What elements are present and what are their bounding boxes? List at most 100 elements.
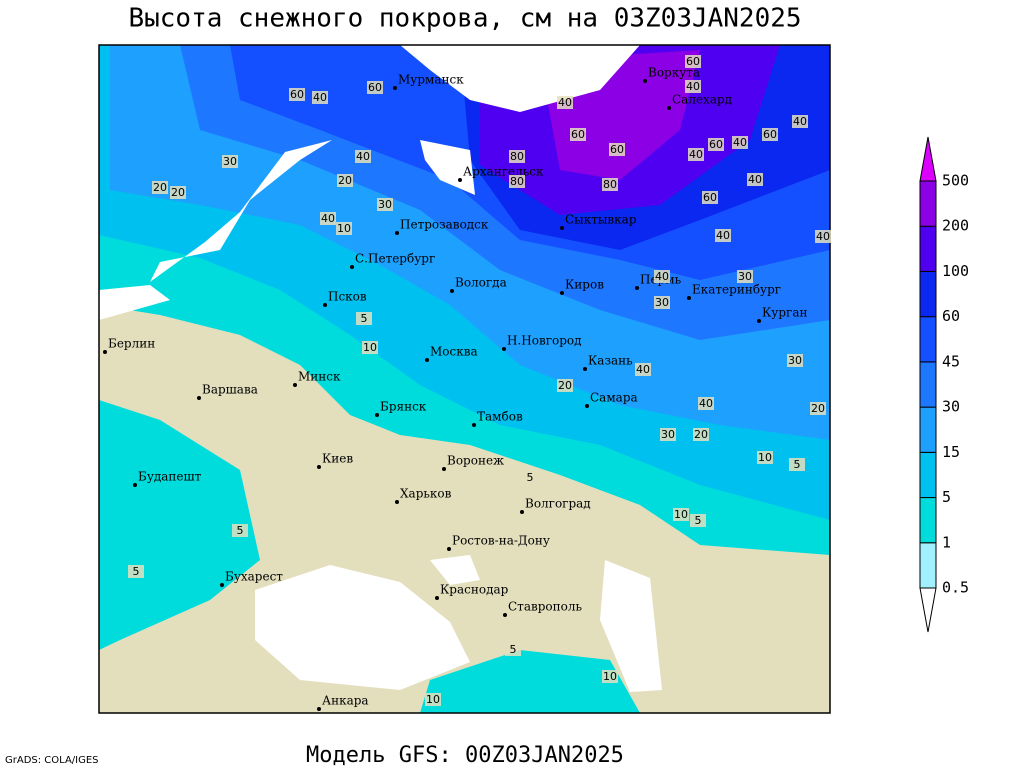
city-label: Н.Новгород	[507, 334, 582, 348]
colorbar-label: 500	[942, 172, 969, 190]
contour-label-box	[337, 174, 353, 187]
city-dot	[220, 583, 224, 587]
contour-label-box	[362, 341, 378, 354]
city-dot	[503, 613, 507, 617]
contour-label-box	[787, 354, 803, 367]
contour-label-box	[702, 191, 718, 204]
contour-label: 30	[655, 296, 669, 309]
city-dot	[317, 465, 321, 469]
city-label: Петрозаводск	[400, 218, 489, 232]
city-dot	[197, 396, 201, 400]
city-dot	[560, 291, 564, 295]
credit: GrADS: COLA/IGES	[5, 755, 99, 766]
contour-label: 80	[510, 175, 524, 188]
city-dot	[583, 367, 587, 371]
contour-label: 5	[527, 471, 534, 484]
city-dot	[393, 86, 397, 90]
city-dot	[395, 231, 399, 235]
city-dot	[442, 467, 446, 471]
city-dot	[350, 265, 354, 269]
colorbar-label: 15	[942, 443, 960, 461]
contour-label-box	[732, 136, 748, 149]
city-label: Бухарест	[225, 570, 283, 584]
contour-label: 10	[426, 693, 440, 706]
contour-label-box	[522, 471, 538, 484]
city-label: Брянск	[380, 400, 427, 414]
contour-label: 60	[763, 128, 777, 141]
city-dot	[585, 404, 589, 408]
contour-label-box	[570, 128, 586, 141]
contour-label-box	[425, 693, 441, 706]
contour-label-box	[557, 96, 573, 109]
colorbar-segment	[919, 587, 937, 633]
contour-label-box	[509, 175, 525, 188]
city-dot	[375, 413, 379, 417]
contour-label: 5	[237, 524, 244, 537]
city-label: Краснодар	[440, 583, 509, 597]
title: Высота снежного покрова, см на 03Z03JAN2…	[128, 4, 801, 34]
contour-label-box	[602, 670, 618, 683]
contour-label-box	[737, 270, 753, 283]
city-dot	[643, 79, 647, 83]
contour-label: 40	[313, 91, 327, 104]
colorbar-segment	[919, 136, 937, 182]
city-label: Воркута	[648, 66, 700, 80]
contour-label-box	[685, 80, 701, 93]
colorbar-label: 1	[942, 533, 951, 551]
city-dot	[757, 319, 761, 323]
city-dot	[472, 423, 476, 427]
city-label: Тамбов	[477, 410, 523, 424]
contour-label-box	[747, 173, 763, 186]
contour-label-box	[355, 150, 371, 163]
contour-label: 40	[748, 173, 762, 186]
subtitle: Модель GFS: 00Z03JAN2025	[306, 743, 624, 768]
contour-label: 40	[636, 363, 650, 376]
city-label: Волгоград	[525, 497, 591, 511]
contour-label: 20	[338, 174, 352, 187]
contour-label-box	[557, 379, 573, 392]
contour-label-box	[708, 138, 724, 151]
contour-label: 30	[378, 198, 392, 211]
contour-label-box	[698, 397, 714, 410]
contour-label-box	[715, 229, 731, 242]
colorbar-label: 60	[942, 307, 960, 325]
city-dot	[323, 303, 327, 307]
contour-label: 30	[223, 155, 237, 168]
contour-label: 40	[816, 230, 830, 243]
city-label: Самара	[590, 391, 638, 405]
contour-label: 40	[716, 229, 730, 242]
contour-label: 40	[321, 212, 335, 225]
city-label: Киев	[322, 452, 353, 466]
contour-label: 40	[686, 80, 700, 93]
contour-label: 80	[603, 178, 617, 191]
contour-label-box	[509, 150, 525, 163]
contour-label: 60	[709, 138, 723, 151]
contour-label-box	[505, 643, 521, 656]
colorbar-label: 30	[942, 398, 960, 416]
colorbar-segment	[919, 361, 937, 408]
contour-label: 40	[689, 148, 703, 161]
contour-label-box	[660, 428, 676, 441]
city-label: Салехард	[672, 93, 732, 107]
contour-label-box	[289, 88, 305, 101]
colorbar-segment	[919, 451, 937, 499]
contour-label: 5	[361, 312, 368, 325]
contour-label-box	[336, 222, 352, 235]
city-label: Екатеринбург	[692, 283, 781, 297]
contour-label-box	[377, 198, 393, 211]
contour-label-box	[685, 55, 701, 68]
colorbar-segment	[919, 497, 937, 544]
contour-label-box	[810, 402, 826, 415]
city-dot	[425, 358, 429, 362]
contour-label-box	[232, 524, 248, 537]
city-label: Берлин	[108, 337, 155, 351]
city-dot	[667, 106, 671, 110]
contour-label: 60	[703, 191, 717, 204]
contour-label: 30	[788, 354, 802, 367]
contour-label-box	[690, 514, 706, 527]
city-label: Харьков	[400, 487, 452, 501]
contour-label-box	[312, 91, 328, 104]
contour-label: 20	[694, 428, 708, 441]
